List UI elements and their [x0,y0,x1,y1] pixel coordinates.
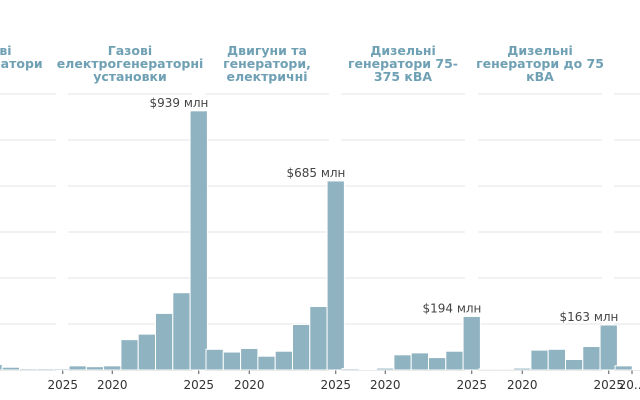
bar-2024 [172,292,191,371]
bar-2022 [1,366,20,371]
bar-2022 [547,348,567,371]
bar-2018 [614,365,633,371]
bar-2020 [513,367,532,371]
bar-2022 [410,352,430,371]
bar-2019 [495,368,515,371]
tick-label: 20... [619,378,640,392]
panel-title-line: електричні [226,69,307,84]
panel-title-line: Дизельні [507,43,573,58]
bar-2023 [19,368,38,371]
tick-label: 2025 [593,378,624,392]
data-label: $685 млн [286,166,345,180]
panel-title: Дизельні генератори до 75 кВА [476,43,604,84]
panel-title-line: генератори, [223,56,311,71]
tick-label: 2020 [234,378,265,392]
bars [0,110,640,371]
panel-title: ...ові...генератори [0,43,43,71]
bar-2018 [68,365,87,371]
panel-title-line: установки [93,69,167,84]
bar-2025 [599,324,618,371]
bar-2025 [462,315,481,371]
bar-2023 [155,312,174,371]
bar-2024 [445,350,464,371]
bar-2023 [292,323,311,371]
tick-label: 2020 [370,378,401,392]
bar-2023 [428,357,447,371]
bar-2025 [326,180,345,371]
bar-2023 [565,359,584,371]
bar-2020 [240,347,259,371]
bar-2019 [222,351,242,371]
data-label: $163 млн [559,310,618,324]
panel-title: Дизельні генератори 75-375 кВА [348,43,458,84]
bar-2019 [85,366,105,371]
bar-2024 [309,306,328,371]
bar-2022 [274,350,294,371]
panel-title: Двигуни та генератори, електричні [223,43,311,84]
labels: 2025...ові...генератори20202025Газовіеле… [0,43,640,392]
tick-label: 2020 [97,378,128,392]
panel-title: Газові електрогенераторні установки [57,43,204,84]
bar-2019 [631,368,640,371]
bar-2020 [103,365,122,371]
tick-label: 2025 [183,378,214,392]
tick-label: 2025 [47,378,78,392]
panel-title-line: електрогенераторні [57,56,204,71]
tick-label: 2020 [507,378,538,392]
panel-title-line: ...генератори [0,56,43,71]
bar-2024 [36,368,55,371]
bar-2021 [120,339,139,371]
bar-2021 [530,349,549,371]
bar-2025 [189,110,208,371]
data-label: $194 млн [422,301,481,315]
bar-2018 [205,348,224,371]
panel-title-line: 375 кВА [374,69,432,84]
bar-2021 [257,355,276,371]
bar-2022 [137,333,156,371]
bar-2021 [393,354,412,371]
tick-label: 2025 [320,378,351,392]
data-label: $939 млн [149,96,208,110]
panel-title-line: Двигуни та [227,43,307,58]
panel-title-line: Газові [108,43,152,58]
panel-title-line: ...ові [0,43,12,58]
bar-2019 [358,368,378,371]
panel-title-line: кВА [526,69,554,84]
bar-2018 [341,368,360,371]
bar-2018 [478,368,497,371]
panel-title-line: генератори до 75 [476,56,604,71]
tick-label: 2025 [456,378,487,392]
bar-2020 [376,367,395,371]
bar-2024 [582,346,601,371]
panel-title-line: Дизельні [370,43,436,58]
panel-title-line: генератори 75- [348,56,458,71]
